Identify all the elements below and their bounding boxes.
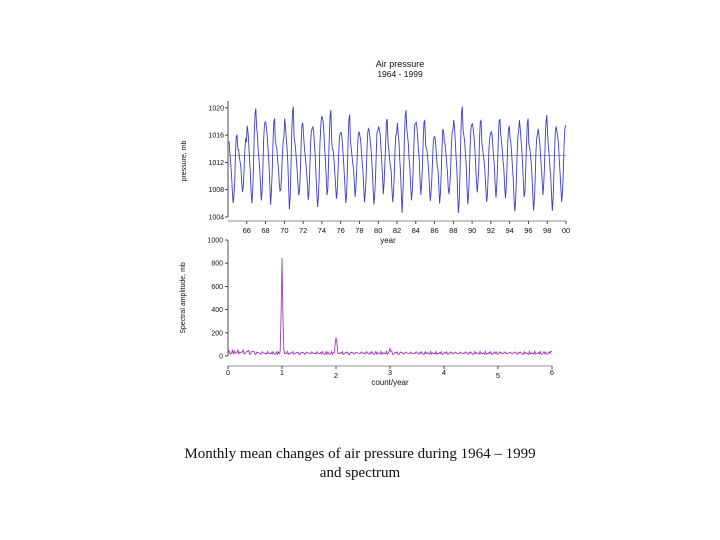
pressure-series-line (228, 106, 567, 213)
pressure-y-tick-label: 1020 (208, 105, 224, 112)
pressure-x-tick-label: 88 (449, 226, 457, 235)
pressure-series (228, 106, 567, 213)
pressure-y-tick-label: 1004 (208, 215, 224, 222)
pressure-x-tick-label: 84 (412, 226, 420, 235)
pressure-y-axis-label: pressure, mb (181, 140, 188, 181)
pressure-x-tick-label: 00 (562, 226, 570, 235)
pressure-x-tick-label: 76 (336, 226, 344, 235)
spectrum-series (227, 258, 552, 356)
spectrum-y-axis-label: Spectral amplitude, mb (180, 262, 187, 334)
pressure-x-tick-label: 96 (524, 226, 532, 235)
figure-caption-line-1: Monthly mean changes of air pressure dur… (184, 446, 536, 462)
spectrum-series-line (227, 258, 552, 356)
pressure-chart: Air pressure 1964 - 1999 1004 1008 1012 101… (181, 59, 570, 245)
spectrum-x-axis-label: count/year (371, 378, 409, 387)
spectrum-y-tick-label: 1000 (207, 238, 223, 245)
pressure-x-tick-label: 66 (243, 226, 251, 235)
spectrum-ticks: 0 200 400 600 800 1000 0 1 2 3 4 5 6 (207, 238, 554, 381)
pressure-x-tick-label: 82 (393, 226, 401, 235)
pressure-chart-subtitle: 1964 - 1999 (377, 69, 423, 79)
pressure-x-tick-label: 92 (487, 226, 495, 235)
spectrum-y-tick-label: 800 (211, 261, 223, 268)
pressure-x-tick-label: 78 (355, 226, 363, 235)
spectrum-y-tick-label: 0 (219, 354, 223, 361)
pressure-x-tick-label: 70 (280, 226, 288, 235)
pressure-x-tick-label: 94 (505, 226, 513, 235)
spectrum-x-tick-label: 6 (550, 368, 554, 377)
pressure-x-tick-label: 80 (374, 226, 382, 235)
pressure-chart-title: Air pressure (376, 59, 425, 69)
pressure-x-tick-label: 90 (468, 226, 476, 235)
spectrum-y-tick-label: 400 (211, 307, 223, 314)
pressure-y-tick-label: 1012 (208, 160, 224, 167)
spectrum-y-tick-label: 200 (211, 330, 223, 337)
pressure-x-axis-label: year (380, 236, 396, 245)
pressure-x-tick-label: 74 (318, 226, 326, 235)
pressure-y-tick-label: 1016 (208, 133, 224, 140)
pressure-y-tick-label: 1008 (208, 187, 224, 194)
spectrum-chart: 0 200 400 600 800 1000 0 1 2 3 4 5 6 count/year Spec… (180, 238, 554, 388)
spectrum-x-tick-label: 0 (226, 368, 230, 377)
figure-caption-line-2: and spectrum (319, 465, 401, 481)
pressure-x-tick-label: 68 (261, 226, 269, 235)
pressure-ticks: 1004 1008 1012 1016 1020 66 68 70 72 74 76 78 80 82 84… (208, 105, 570, 235)
pressure-x-tick-label: 86 (430, 226, 438, 235)
pressure-x-tick-label: 98 (543, 226, 551, 235)
spectrum-x-tick-label: 2 (334, 371, 338, 380)
spectrum-x-tick-label: 4 (442, 368, 446, 377)
spectrum-x-tick-label: 5 (496, 371, 500, 380)
pressure-x-tick-label: 72 (299, 226, 307, 235)
spectrum-x-tick-label: 1 (280, 368, 284, 377)
spectrum-x-tick-label: 3 (388, 368, 392, 377)
spectrum-y-tick-label: 600 (211, 284, 223, 291)
